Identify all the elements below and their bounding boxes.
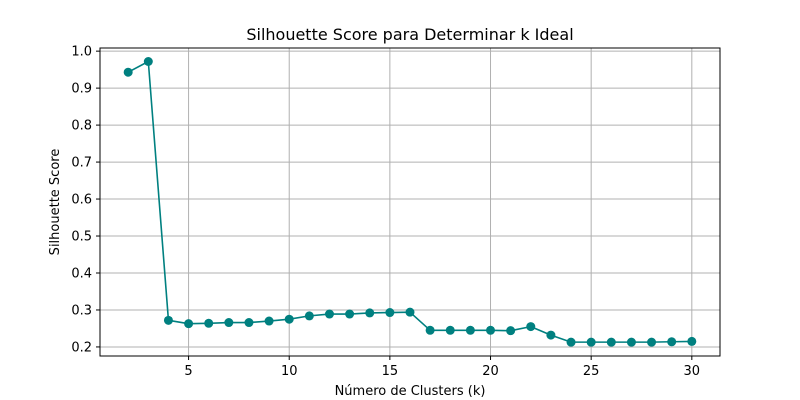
- y-tick-label: 0.2: [71, 340, 92, 355]
- y-tick-label: 0.9: [71, 82, 92, 97]
- y-tick-label: 0.3: [71, 303, 92, 318]
- plot-area: [123, 56, 697, 347]
- data-point: [385, 308, 395, 318]
- data-point: [586, 337, 596, 347]
- x-axis-label: Número de Clusters (k): [335, 384, 486, 399]
- data-point: [546, 330, 556, 340]
- y-tick-label: 1.0: [71, 45, 92, 60]
- x-tick-label: 15: [382, 364, 399, 379]
- chart-title: Silhouette Score para Determinar k Ideal: [246, 25, 573, 44]
- data-point: [647, 337, 657, 347]
- data-point: [304, 311, 314, 321]
- data-point: [244, 318, 254, 328]
- data-point: [365, 308, 375, 318]
- y-tick-label: 0.8: [71, 119, 92, 134]
- x-tick-label: 5: [184, 364, 192, 379]
- data-point: [465, 325, 475, 335]
- data-point: [445, 325, 455, 335]
- data-point: [667, 337, 677, 347]
- data-point: [606, 337, 616, 347]
- data-point: [123, 67, 133, 77]
- data-point: [405, 307, 415, 317]
- y-tick-label: 0.5: [71, 230, 92, 245]
- x-axis: 5 10 15 20 25 30: [184, 356, 700, 379]
- data-point: [224, 318, 234, 328]
- x-tick-label: 30: [684, 364, 701, 379]
- y-tick-label: 0.4: [71, 266, 92, 281]
- data-point: [143, 56, 153, 66]
- data-point: [345, 309, 355, 319]
- data-point: [526, 322, 536, 332]
- data-point: [506, 326, 516, 336]
- data-point: [163, 315, 173, 325]
- data-point: [324, 309, 334, 319]
- y-tick-label: 0.7: [71, 156, 92, 171]
- y-axis-label: Silhouette Score: [48, 149, 63, 256]
- data-point: [284, 314, 294, 324]
- data-point: [425, 325, 435, 335]
- y-tick-label: 0.6: [71, 193, 92, 208]
- plot-frame: [99, 47, 721, 357]
- data-point: [264, 316, 274, 326]
- x-tick-label: 25: [583, 364, 600, 379]
- data-point: [204, 318, 214, 328]
- data-point: [486, 325, 496, 335]
- data-point: [687, 336, 697, 346]
- series-line: [127, 60, 692, 343]
- data-point: [566, 337, 576, 347]
- data-point: [626, 337, 636, 347]
- x-tick-label: 20: [482, 364, 499, 379]
- y-axis: 0.2 0.3 0.4 0.5 0.6 0.7 0.8 0.9 1.0: [71, 45, 100, 355]
- data-point: [184, 319, 194, 329]
- x-tick-label: 10: [281, 364, 298, 379]
- grid: [100, 48, 720, 356]
